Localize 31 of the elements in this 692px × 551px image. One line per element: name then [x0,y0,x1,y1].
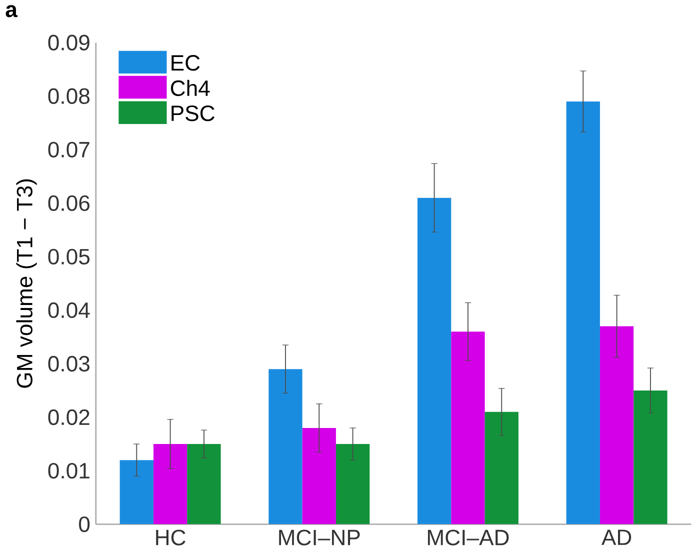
bar [417,198,452,525]
legend-label: PSC [172,106,214,122]
x-tick-label: HC [156,530,186,546]
bar [566,102,600,525]
y-tick-label: 0 [79,516,90,532]
y-tick-label: 0.06 [48,196,90,212]
y-tick-label: 0.09 [48,35,90,51]
bar [153,444,188,525]
x-tick-label: AD [601,530,632,546]
bar [120,460,154,525]
bar [336,444,370,525]
y-tick-label: 0.04 [48,302,90,318]
y-tick-label: 0.08 [48,88,90,104]
y-axis-title: GM volume (T1 − T3) [16,180,37,388]
y-tick-label: 0.07 [48,142,90,158]
bar [634,390,668,525]
bar [484,412,518,525]
text: a [6,5,18,18]
legend-label: Ch4 [170,80,210,96]
legend-label: EC [172,55,200,71]
x-tick-label: MCI–AD [428,530,509,546]
bar [600,326,634,525]
y-tick-label: 0.01 [48,463,90,479]
x-tick-label: MCI–NP [279,530,360,546]
y-tick-label: 0.05 [48,249,90,265]
bar [451,332,485,525]
y-tick-label: 0.02 [48,410,90,426]
bar [187,444,221,525]
y-tick-label: 0.03 [48,356,90,372]
bar [268,369,302,525]
bar [302,428,336,525]
